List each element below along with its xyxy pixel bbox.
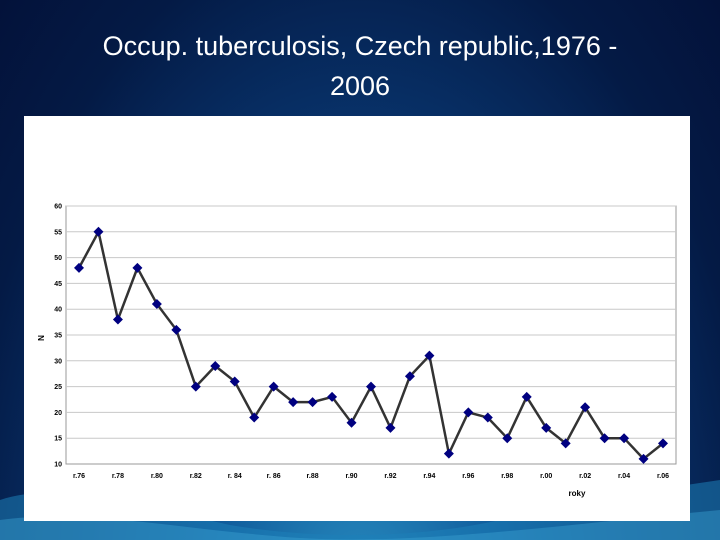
chart-panel: 10 15 20 25 30 35 40 45 50 55 60 r.76 r.78 r.80 r.82 r…: [24, 116, 690, 521]
data-point-marker: [638, 453, 649, 464]
data-point-marker: [541, 422, 552, 433]
data-point-marker: [327, 391, 338, 402]
data-point-marker: [74, 262, 84, 273]
x-tick-label: r.82: [190, 473, 202, 480]
y-tick-label: 55: [54, 229, 62, 236]
x-axis-title: roky: [569, 489, 586, 498]
data-point-marker: [443, 448, 454, 459]
data-point-marker: [93, 226, 104, 237]
data-point-marker: [560, 438, 571, 449]
y-tick-label: 30: [54, 358, 62, 365]
data-point-marker: [268, 381, 279, 392]
data-point-marker: [658, 438, 668, 449]
data-point-marker: [502, 433, 513, 444]
slide-title-line1: Occup. tuberculosis, Czech republic,1976…: [102, 31, 618, 61]
x-tick-label: r. 84: [228, 473, 242, 480]
x-tick-label: r.06: [657, 473, 669, 480]
data-point-marker: [249, 412, 260, 423]
data-point-marker: [171, 324, 182, 335]
data-point-marker: [385, 422, 396, 433]
x-tick-label: r.00: [540, 473, 552, 480]
data-point-marker: [619, 433, 630, 444]
x-tick-label: r.94: [423, 473, 435, 480]
y-tick-labels: 10 15 20 25 30 35 40 45 50 55 60: [54, 204, 62, 469]
x-tick-label: r. 86: [267, 473, 281, 480]
y-tick-label: 45: [54, 281, 62, 288]
x-tick-labels: r.76 r.78 r.80 r.82 r. 84 r. 86 r.88 r.90 r.92 r.…: [73, 473, 669, 480]
slide-title: Occup. tuberculosis, Czech republic,1976…: [20, 26, 700, 106]
data-point-marker: [190, 381, 201, 392]
data-point-marker: [288, 397, 299, 408]
x-tick-label: r.90: [345, 473, 357, 480]
data-point-marker: [521, 391, 532, 402]
data-point-marker: [482, 412, 493, 423]
data-point-marker: [346, 417, 357, 428]
data-point-marker: [307, 397, 318, 408]
y-tick-label: 35: [54, 333, 62, 340]
data-point-marker: [599, 433, 610, 444]
y-tick-label: 25: [54, 384, 62, 391]
data-point-marker: [210, 360, 221, 371]
y-tick-label: 60: [54, 204, 62, 211]
y-tick-label: 15: [54, 436, 62, 443]
data-point-marker: [366, 381, 376, 392]
x-tick-label: r.78: [112, 473, 124, 480]
data-point-marker: [151, 299, 162, 310]
series-markers: [74, 226, 668, 464]
slide-title-line2: 2006: [329, 71, 391, 101]
x-tick-label: r.80: [151, 473, 163, 480]
x-tick-label: r.04: [618, 473, 630, 480]
y-axis-title: N: [37, 335, 46, 341]
data-point-marker: [580, 402, 591, 413]
data-point-marker: [132, 262, 143, 273]
x-tick-label: r.96: [462, 473, 474, 480]
x-tick-label: r.88: [307, 473, 319, 480]
y-tick-label: 50: [54, 255, 62, 262]
x-tick-label: r.02: [579, 473, 591, 480]
data-point-marker: [112, 314, 123, 325]
x-tick-label: r.98: [501, 473, 513, 480]
gridlines: [66, 205, 676, 439]
data-point-marker: [424, 350, 435, 361]
data-point-marker: [229, 376, 240, 387]
y-tick-label: 20: [54, 410, 62, 417]
y-tick-label: 40: [54, 307, 62, 314]
data-point-marker: [463, 407, 474, 418]
y-tick-label: 10: [54, 462, 62, 469]
data-point-marker: [404, 371, 415, 382]
x-tick-label: r.92: [384, 473, 396, 480]
x-tick-label: r.76: [73, 473, 85, 480]
